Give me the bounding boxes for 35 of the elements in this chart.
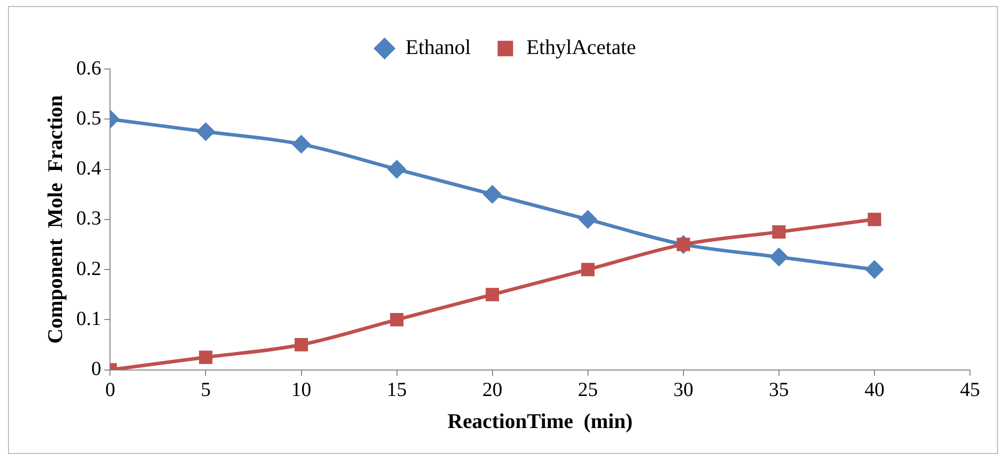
x-tick-label: 10 bbox=[291, 379, 312, 402]
point bbox=[294, 338, 308, 352]
legend-label: Ethanol bbox=[406, 35, 472, 60]
point bbox=[770, 248, 788, 266]
x-tick-label: 5 bbox=[200, 379, 211, 402]
y-tick-label: 0.2 bbox=[76, 258, 102, 280]
point bbox=[199, 350, 212, 364]
point bbox=[772, 225, 786, 239]
x-tick-label: 0 bbox=[105, 379, 116, 402]
point bbox=[868, 212, 882, 226]
x-tick-label: 35 bbox=[768, 379, 789, 402]
x-tick-label: 45 bbox=[960, 379, 980, 402]
point bbox=[579, 210, 597, 228]
y-tick-label: 0.6 bbox=[76, 57, 102, 80]
legend-label: EthylAcetate bbox=[526, 35, 636, 60]
x-tick-label: 40 bbox=[864, 379, 884, 402]
x-tick-label: 30 bbox=[673, 379, 694, 402]
point bbox=[486, 288, 500, 302]
y-tick-label: 0.5 bbox=[76, 107, 102, 130]
x-tick-label: 15 bbox=[386, 379, 407, 402]
point bbox=[484, 186, 502, 204]
point bbox=[388, 160, 406, 178]
point bbox=[390, 312, 404, 326]
x-tick-label: 25 bbox=[578, 379, 598, 402]
point bbox=[292, 135, 310, 153]
y-tick-label: 0.4 bbox=[76, 158, 102, 180]
y-axis-title: Component Mole Fraction bbox=[43, 94, 68, 344]
point bbox=[581, 262, 595, 276]
point bbox=[866, 260, 884, 278]
x-tick-label: 20 bbox=[482, 379, 502, 402]
y-tick-label: 0.1 bbox=[76, 308, 102, 330]
y-tick-label: 0.3 bbox=[76, 208, 102, 230]
y-tick-label: 0 bbox=[91, 358, 102, 380]
x-axis-title: ReactionTime (min) bbox=[448, 408, 633, 433]
point bbox=[196, 122, 214, 140]
